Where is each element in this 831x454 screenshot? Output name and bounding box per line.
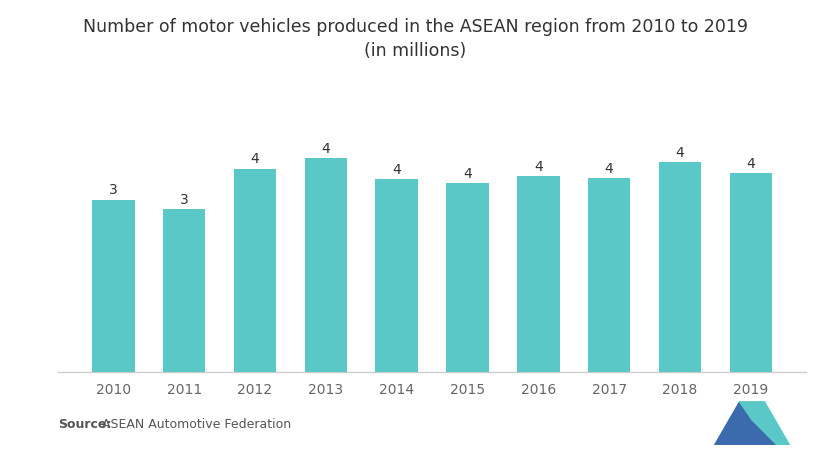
Polygon shape <box>740 402 765 420</box>
Text: 4: 4 <box>251 153 259 166</box>
Text: 4: 4 <box>322 142 330 156</box>
Bar <box>446 183 489 372</box>
Bar <box>588 178 631 372</box>
Polygon shape <box>752 402 789 445</box>
Text: 4: 4 <box>746 157 755 171</box>
Text: 3: 3 <box>179 192 189 207</box>
Text: 4: 4 <box>392 163 401 177</box>
Text: 4: 4 <box>534 160 543 174</box>
Bar <box>730 173 772 372</box>
Bar <box>305 158 347 372</box>
Text: 3: 3 <box>109 183 118 197</box>
Bar <box>659 162 701 372</box>
Bar <box>376 179 418 372</box>
Polygon shape <box>715 402 752 445</box>
Text: Source:: Source: <box>58 418 111 431</box>
Bar <box>163 209 205 372</box>
Bar <box>517 176 559 372</box>
Text: 4: 4 <box>463 167 472 181</box>
Bar <box>92 200 135 372</box>
Bar <box>234 168 276 372</box>
Text: Number of motor vehicles produced in the ASEAN region from 2010 to 2019
(in mill: Number of motor vehicles produced in the… <box>83 18 748 60</box>
Text: 4: 4 <box>676 146 685 160</box>
Polygon shape <box>727 420 777 445</box>
Text: 4: 4 <box>605 162 613 176</box>
Text: ASEAN Automotive Federation: ASEAN Automotive Federation <box>98 418 291 431</box>
